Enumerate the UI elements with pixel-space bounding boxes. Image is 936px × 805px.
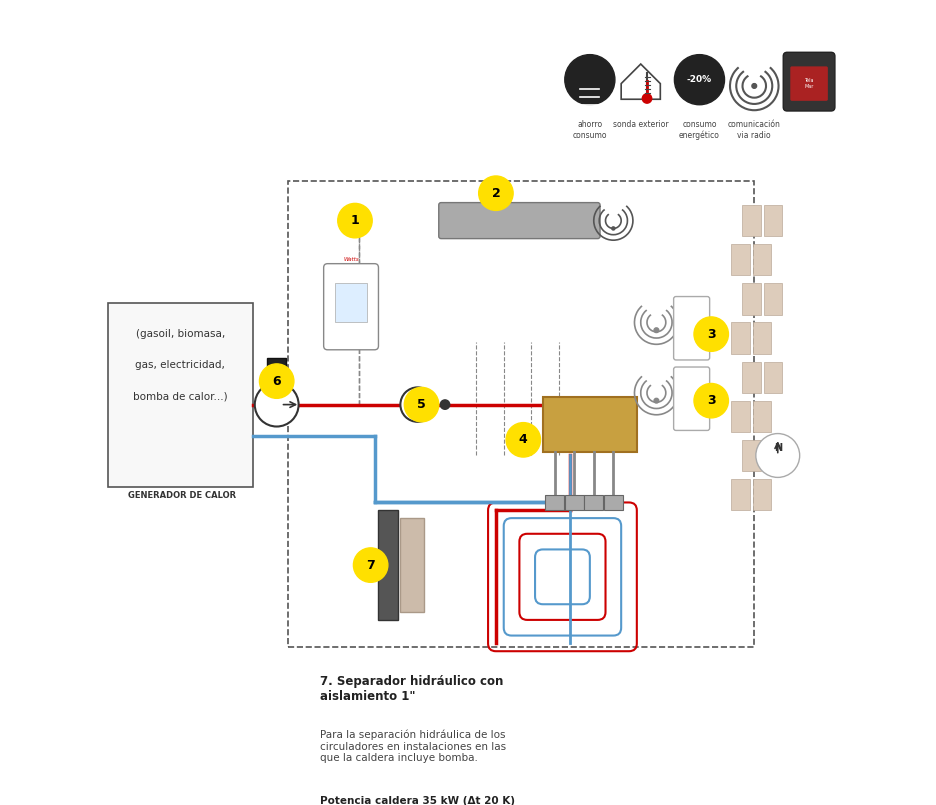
- Circle shape: [337, 204, 372, 237]
- FancyBboxPatch shape: [323, 264, 378, 350]
- Bar: [109, 303, 253, 487]
- Circle shape: [751, 84, 755, 89]
- Circle shape: [653, 328, 658, 332]
- Bar: [604, 494, 622, 510]
- FancyBboxPatch shape: [673, 367, 709, 431]
- Bar: [752, 401, 770, 432]
- Text: consumo
energético: consumo energético: [679, 121, 719, 140]
- FancyBboxPatch shape: [789, 66, 827, 101]
- Text: comunicación
via radio: comunicación via radio: [727, 121, 780, 140]
- Bar: [584, 494, 603, 510]
- Bar: [741, 361, 760, 393]
- Bar: [752, 479, 770, 510]
- Text: 7: 7: [366, 559, 374, 572]
- Bar: [730, 479, 749, 510]
- Circle shape: [694, 317, 727, 351]
- Circle shape: [478, 176, 513, 210]
- Bar: [542, 397, 636, 452]
- Text: 6: 6: [272, 374, 281, 387]
- Circle shape: [694, 383, 727, 418]
- Circle shape: [353, 548, 388, 582]
- Bar: [741, 205, 760, 236]
- FancyBboxPatch shape: [438, 203, 599, 238]
- Circle shape: [611, 227, 614, 230]
- Text: sonda exterior: sonda exterior: [612, 121, 668, 130]
- FancyBboxPatch shape: [782, 52, 834, 111]
- Bar: [335, 283, 366, 322]
- Bar: [545, 494, 563, 510]
- Circle shape: [653, 398, 658, 403]
- Bar: [752, 244, 770, 275]
- Bar: [400, 518, 423, 612]
- Text: GENERADOR DE CALOR: GENERADOR DE CALOR: [128, 491, 236, 500]
- Text: ahorro
consumo: ahorro consumo: [572, 121, 607, 140]
- Text: N: N: [773, 443, 781, 452]
- Bar: [730, 322, 749, 353]
- FancyBboxPatch shape: [673, 296, 709, 360]
- Bar: [741, 440, 760, 471]
- Circle shape: [505, 423, 540, 457]
- Text: bomba de calor...): bomba de calor...): [133, 392, 227, 402]
- Bar: [267, 357, 285, 389]
- Text: 5: 5: [417, 398, 426, 411]
- Bar: [763, 283, 782, 315]
- Bar: [378, 510, 398, 620]
- Circle shape: [674, 55, 724, 105]
- Text: 4: 4: [519, 433, 527, 446]
- Text: gas, electricidad,: gas, electricidad,: [136, 361, 225, 370]
- Bar: [763, 440, 782, 471]
- Bar: [763, 361, 782, 393]
- Text: (gasoil, biomasa,: (gasoil, biomasa,: [136, 329, 225, 339]
- Text: Potencia caldera 35 kW (Δt 20 K): Potencia caldera 35 kW (Δt 20 K): [319, 796, 514, 805]
- Text: 7. Separador hidráulico con
aislamiento 1": 7. Separador hidráulico con aislamiento …: [319, 675, 503, 703]
- Circle shape: [440, 400, 449, 409]
- Circle shape: [403, 387, 438, 422]
- Text: Watts: Watts: [343, 258, 358, 262]
- Bar: [730, 401, 749, 432]
- Circle shape: [755, 434, 798, 477]
- Circle shape: [641, 93, 651, 103]
- Bar: [752, 322, 770, 353]
- Bar: [763, 205, 782, 236]
- Bar: [564, 494, 583, 510]
- Circle shape: [259, 364, 294, 398]
- Text: Tela
Mar: Tela Mar: [803, 78, 813, 89]
- Bar: [288, 181, 753, 647]
- Text: -20%: -20%: [686, 75, 711, 85]
- Text: 3: 3: [706, 328, 715, 341]
- Text: 2: 2: [491, 187, 500, 200]
- Circle shape: [255, 382, 299, 427]
- Circle shape: [564, 55, 614, 105]
- Text: Para la separación hidráulica de los
circuladores en instalaciones en las
que la: Para la separación hidráulica de los cir…: [319, 729, 505, 763]
- Bar: [730, 244, 749, 275]
- Bar: [741, 283, 760, 315]
- Text: 1: 1: [350, 214, 359, 227]
- Circle shape: [400, 387, 434, 422]
- Text: 3: 3: [706, 394, 715, 407]
